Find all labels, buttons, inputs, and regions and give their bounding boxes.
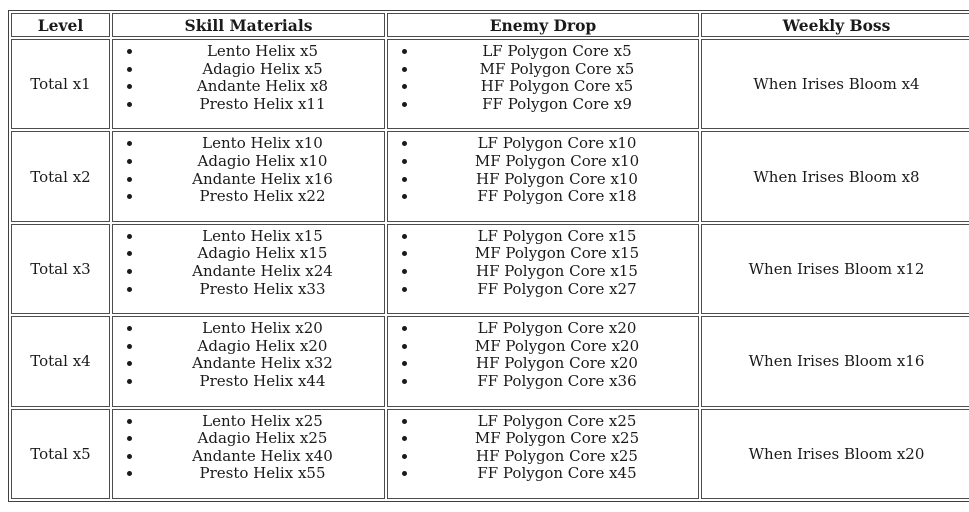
- weekly-boss-cell: When Irises Bloom x16: [701, 316, 969, 407]
- enemy-drop-list: LF Polygon Core x15 MF Polygon Core x15 …: [390, 227, 696, 299]
- list-item: Lento Helix x25: [143, 412, 382, 431]
- enemy-drop-list: LF Polygon Core x20 MF Polygon Core x20 …: [390, 320, 696, 390]
- enemy-drop-cell: LF Polygon Core x10 MF Polygon Core x10 …: [387, 131, 699, 222]
- enemy-drop-list: LF Polygon Core x10 MF Polygon Core x10 …: [390, 135, 696, 205]
- weekly-boss-cell: When Irises Bloom x20: [701, 408, 969, 499]
- list-item: Adagio Helix x15: [143, 245, 382, 263]
- level-cell: Total x5: [11, 408, 110, 499]
- list-item: Adagio Helix x25: [143, 429, 382, 448]
- list-item: Lento Helix x20: [143, 320, 382, 338]
- list-item: HF Polygon Core x25: [418, 447, 696, 466]
- weekly-boss-cell: When Irises Bloom x8: [701, 131, 969, 222]
- list-item: Presto Helix x44: [143, 372, 382, 391]
- list-item: Andante Helix x32: [143, 355, 382, 373]
- list-item: MF Polygon Core x25: [418, 429, 696, 448]
- skill-materials-list: Lento Helix x15 Adagio Helix x15 Andante…: [115, 227, 382, 299]
- list-item: HF Polygon Core x10: [418, 170, 696, 189]
- list-item: Lento Helix x15: [143, 227, 382, 246]
- list-item: Presto Helix x22: [143, 188, 382, 206]
- list-item: FF Polygon Core x9: [418, 95, 696, 114]
- list-item: Lento Helix x10: [143, 135, 382, 153]
- table-row: Total x5 Lento Helix x25 Adagio Helix x2…: [11, 408, 969, 499]
- table-header-row: Level Skill Materials Enemy Drop Weekly …: [11, 13, 969, 37]
- enemy-drop-cell: LF Polygon Core x15 MF Polygon Core x15 …: [387, 223, 699, 315]
- skill-materials-cell: Lento Helix x5 Adagio Helix x5 Andante H…: [112, 39, 385, 130]
- level-cell: Total x3: [11, 223, 110, 315]
- list-item: HF Polygon Core x5: [418, 78, 696, 96]
- list-item: HF Polygon Core x20: [418, 355, 696, 373]
- enemy-drop-list: LF Polygon Core x25 MF Polygon Core x25 …: [390, 412, 696, 483]
- column-header-level: Level: [11, 13, 110, 37]
- list-item: FF Polygon Core x27: [418, 280, 696, 299]
- list-item: FF Polygon Core x36: [418, 372, 696, 391]
- skill-materials-list: Lento Helix x25 Adagio Helix x25 Andante…: [115, 412, 382, 483]
- list-item: LF Polygon Core x20: [418, 320, 696, 338]
- list-item: Andante Helix x8: [143, 78, 382, 96]
- upgrade-materials-table: Level Skill Materials Enemy Drop Weekly …: [8, 10, 969, 502]
- list-item: MF Polygon Core x10: [418, 152, 696, 171]
- enemy-drop-cell: LF Polygon Core x25 MF Polygon Core x25 …: [387, 408, 699, 499]
- list-item: LF Polygon Core x25: [418, 412, 696, 431]
- skill-materials-list: Lento Helix x5 Adagio Helix x5 Andante H…: [115, 42, 382, 114]
- enemy-drop-cell: LF Polygon Core x5 MF Polygon Core x5 HF…: [387, 39, 699, 130]
- column-header-enemy-drop: Enemy Drop: [387, 13, 699, 37]
- list-item: Presto Helix x55: [143, 465, 382, 483]
- level-cell: Total x2: [11, 131, 110, 222]
- column-header-weekly-boss: Weekly Boss: [701, 13, 969, 37]
- skill-materials-list: Lento Helix x20 Adagio Helix x20 Andante…: [115, 320, 382, 390]
- list-item: Andante Helix x40: [143, 447, 382, 466]
- list-item: MF Polygon Core x5: [418, 60, 696, 79]
- list-item: Adagio Helix x10: [143, 152, 382, 171]
- list-item: Andante Helix x24: [143, 262, 382, 281]
- list-item: MF Polygon Core x15: [418, 245, 696, 263]
- list-item: Presto Helix x11: [143, 95, 382, 114]
- list-item: Lento Helix x5: [143, 42, 382, 61]
- list-item: Presto Helix x33: [143, 280, 382, 299]
- list-item: MF Polygon Core x20: [418, 337, 696, 356]
- level-cell: Total x1: [11, 39, 110, 130]
- list-item: LF Polygon Core x10: [418, 135, 696, 153]
- skill-materials-cell: Lento Helix x25 Adagio Helix x25 Andante…: [112, 408, 385, 499]
- weekly-boss-cell: When Irises Bloom x12: [701, 223, 969, 315]
- skill-materials-cell: Lento Helix x10 Adagio Helix x10 Andante…: [112, 131, 385, 222]
- table-row: Total x3 Lento Helix x15 Adagio Helix x1…: [11, 223, 969, 315]
- list-item: Adagio Helix x5: [143, 60, 382, 79]
- skill-materials-cell: Lento Helix x15 Adagio Helix x15 Andante…: [112, 223, 385, 315]
- table-row: Total x2 Lento Helix x10 Adagio Helix x1…: [11, 131, 969, 222]
- enemy-drop-cell: LF Polygon Core x20 MF Polygon Core x20 …: [387, 316, 699, 407]
- column-header-skill-materials: Skill Materials: [112, 13, 385, 37]
- list-item: FF Polygon Core x45: [418, 465, 696, 483]
- list-item: HF Polygon Core x15: [418, 262, 696, 281]
- table-row: Total x1 Lento Helix x5 Adagio Helix x5 …: [11, 39, 969, 130]
- table-body: Total x1 Lento Helix x5 Adagio Helix x5 …: [11, 39, 969, 499]
- skill-materials-list: Lento Helix x10 Adagio Helix x10 Andante…: [115, 135, 382, 205]
- list-item: LF Polygon Core x15: [418, 227, 696, 246]
- list-item: LF Polygon Core x5: [418, 42, 696, 61]
- list-item: FF Polygon Core x18: [418, 188, 696, 206]
- table-row: Total x4 Lento Helix x20 Adagio Helix x2…: [11, 316, 969, 407]
- enemy-drop-list: LF Polygon Core x5 MF Polygon Core x5 HF…: [390, 42, 696, 114]
- list-item: Adagio Helix x20: [143, 337, 382, 356]
- list-item: Andante Helix x16: [143, 170, 382, 189]
- level-cell: Total x4: [11, 316, 110, 407]
- weekly-boss-cell: When Irises Bloom x4: [701, 39, 969, 130]
- skill-materials-cell: Lento Helix x20 Adagio Helix x20 Andante…: [112, 316, 385, 407]
